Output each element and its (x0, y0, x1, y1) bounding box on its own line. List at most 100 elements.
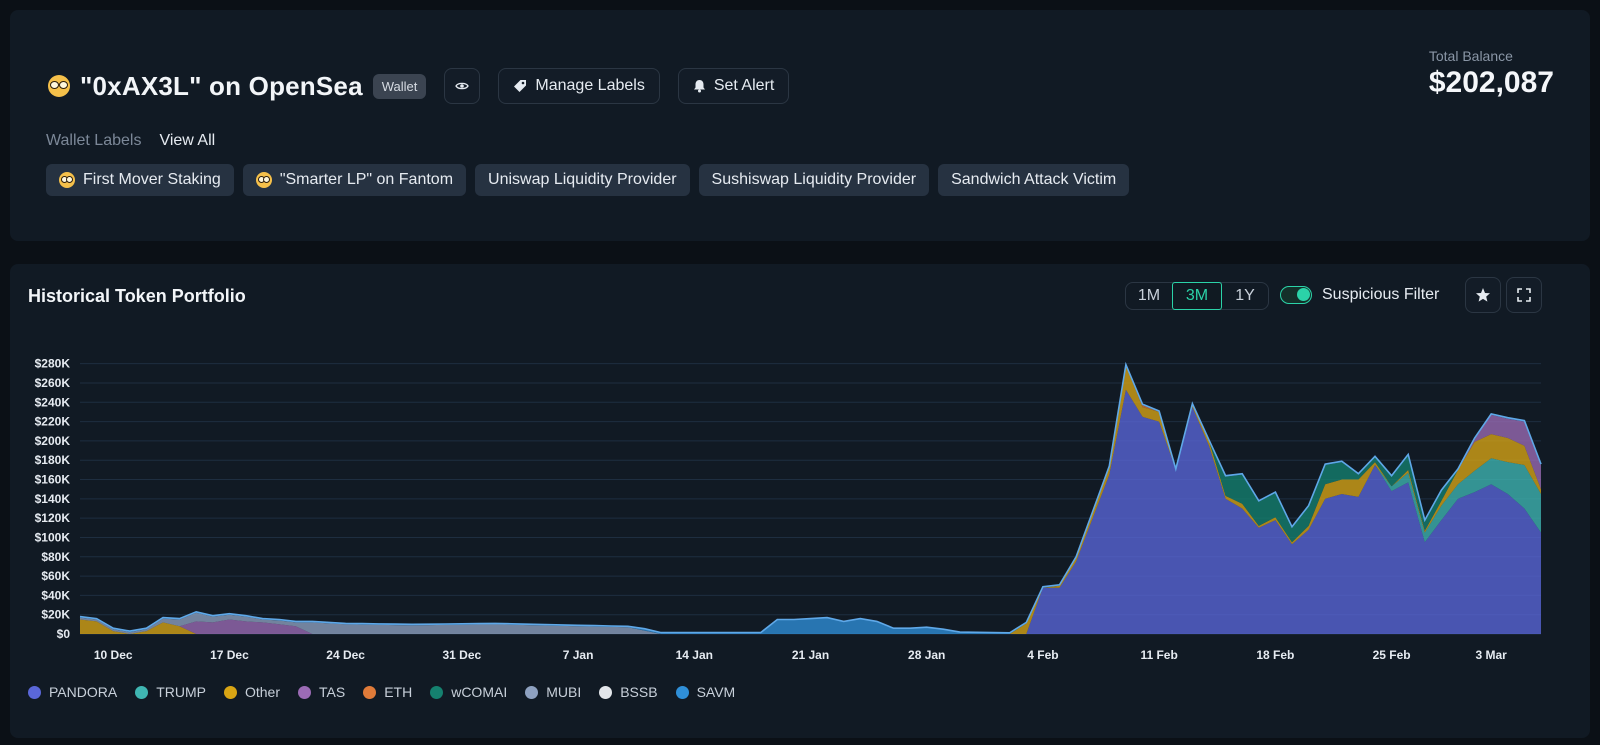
area-series-pandora (80, 389, 1541, 634)
fullscreen-button[interactable] (1506, 277, 1542, 313)
y-tick-label: $20K (41, 608, 70, 622)
portfolio-chart-card: Historical Token Portfolio 1M 3M 1Y Susp… (10, 264, 1590, 738)
set-alert-button[interactable]: Set Alert (677, 68, 790, 104)
label-chip-text: Sushiswap Liquidity Provider (711, 171, 917, 188)
label-chip-sandwich-victim[interactable]: Sandwich Attack Victim (938, 164, 1130, 196)
time-range-selector: 1M 3M 1Y (1125, 282, 1269, 310)
set-alert-label: Set Alert (713, 77, 775, 94)
favorite-button[interactable] (1465, 277, 1501, 313)
x-tick-label: 25 Feb (1373, 648, 1411, 662)
suspicious-filter-label: Suspicious Filter (1322, 286, 1440, 303)
legend-label: wCOMAI (451, 684, 508, 700)
legend-dot (599, 685, 613, 699)
range-button-1y[interactable]: 1Y (1235, 287, 1255, 304)
wallet-title: "0xAX3L" on OpenSea (80, 70, 363, 101)
nerd-face-icon (59, 172, 75, 188)
toggle-knob (1297, 288, 1310, 301)
x-tick-label: 11 Feb (1140, 648, 1177, 662)
x-tick-label: 17 Dec (210, 648, 249, 662)
legend-item-wcomai[interactable]: wCOMAI (430, 684, 507, 700)
legend-dot (135, 685, 149, 699)
legend-item-tas[interactable]: TAS (298, 684, 345, 700)
legend-item-other[interactable]: Other (223, 684, 280, 700)
expand-icon (1517, 288, 1531, 302)
bell-icon (693, 80, 705, 93)
y-tick-label: $160K (35, 473, 71, 487)
label-chip-text: First Mover Staking (83, 171, 221, 188)
total-balance-label: Total Balance (1428, 48, 1513, 64)
y-tick-label: $200K (35, 434, 71, 448)
x-tick-label: 14 Jan (676, 648, 713, 662)
x-tick-label: 3 Mar (1476, 648, 1508, 662)
nerd-face-icon (255, 172, 272, 188)
legend-item-savm[interactable]: SAVM (675, 684, 736, 700)
x-tick-label: 24 Dec (326, 648, 365, 662)
y-tick-label: $240K (35, 395, 71, 409)
legend-dot (430, 685, 444, 699)
legend-dot (363, 685, 377, 699)
eye-icon (455, 82, 470, 90)
y-tick-label: $100K (35, 530, 71, 544)
legend-item-trump[interactable]: TRUMP (135, 684, 206, 700)
label-chip-text: Sandwich Attack Victim (951, 171, 1117, 188)
label-chip-smarter-lp[interactable]: "Smarter LP" on Fantom (242, 164, 467, 196)
chart-legend: PANDORA TRUMP Other TAS ETH wCOMAI MUBI BSSB SAV… (28, 684, 735, 700)
legend-dot (525, 685, 539, 699)
star-icon (1476, 288, 1490, 302)
x-tick-label: 7 Jan (563, 648, 594, 662)
legend-dot (675, 685, 689, 699)
label-chip-uniswap-lp[interactable]: Uniswap Liquidity Provider (475, 164, 690, 196)
label-chip-text: Uniswap Liquidity Provider (488, 171, 677, 188)
range-button-3m[interactable]: 3M (1172, 282, 1222, 310)
label-chip-text: "Smarter LP" on Fantom (279, 171, 454, 188)
y-tick-label: $40K (41, 588, 70, 602)
legend-label: BSSB (620, 684, 658, 700)
suspicious-filter: Suspicious Filter (1280, 286, 1439, 304)
legend-label: Other (244, 684, 280, 700)
legend-item-pandora[interactable]: PANDORA (28, 684, 117, 700)
y-tick-label: $120K (35, 511, 71, 525)
x-tick-label: 10 Dec (94, 648, 133, 662)
legend-label: TRUMP (156, 684, 206, 700)
legend-label: ETH (384, 684, 413, 700)
legend-label: SAVM (696, 684, 736, 700)
legend-dot (223, 685, 237, 699)
total-line (79, 361, 1542, 634)
x-tick-label: 31 Dec (443, 648, 482, 662)
legend-dot (298, 685, 311, 699)
total-balance: Total Balance $202,087 (1429, 48, 1554, 100)
legend-item-eth[interactable]: ETH (363, 684, 412, 700)
portfolio-title: Historical Token Portfolio (28, 286, 246, 306)
wallet-labels-header: Wallet Labels View All (46, 132, 215, 150)
legend-label: PANDORA (49, 684, 118, 700)
manage-labels-button[interactable]: Manage Labels (498, 68, 660, 104)
wallet-header-card: "0xAX3L" on OpenSea Wallet Manage Labels… (10, 10, 1590, 241)
range-button-1m[interactable]: 1M (1137, 287, 1161, 304)
y-tick-label: $140K (35, 492, 71, 506)
manage-labels-label: Manage Labels (535, 77, 645, 94)
legend-item-mubi[interactable]: MUBI (525, 684, 581, 700)
suspicious-filter-toggle[interactable] (1280, 286, 1312, 304)
wallet-title-row: "0xAX3L" on OpenSea Wallet Manage Labels… (48, 67, 790, 105)
wallet-labels-list: First Mover Staking "Smarter LP" on Fant… (46, 164, 1130, 196)
total-balance-value: $202,087 (1428, 66, 1554, 99)
y-tick-label: $280K (35, 357, 71, 371)
label-chip-first-mover-staking[interactable]: First Mover Staking (46, 164, 234, 196)
nerd-face-icon (48, 75, 70, 97)
legend-label: MUBI (546, 684, 582, 700)
legend-item-bssb[interactable]: BSSB (599, 684, 658, 700)
legend-label: TAS (319, 684, 346, 700)
view-all-link[interactable]: View All (159, 132, 216, 149)
label-chip-sushiswap-lp[interactable]: Sushiswap Liquidity Provider (698, 164, 930, 196)
y-tick-label: $260K (35, 376, 71, 390)
y-tick-label: $180K (35, 453, 71, 467)
x-tick-label: 21 Jan (792, 648, 829, 662)
y-tick-label: $220K (35, 415, 71, 429)
tag-icon (514, 80, 527, 92)
x-tick-label: 18 Feb (1256, 648, 1294, 662)
wallet-type-badge: Wallet (372, 73, 427, 99)
x-tick-label: 4 Feb (1027, 648, 1058, 662)
y-tick-label: $80K (41, 550, 70, 564)
watch-button[interactable] (444, 68, 481, 104)
x-tick-label: 28 Jan (908, 648, 945, 662)
